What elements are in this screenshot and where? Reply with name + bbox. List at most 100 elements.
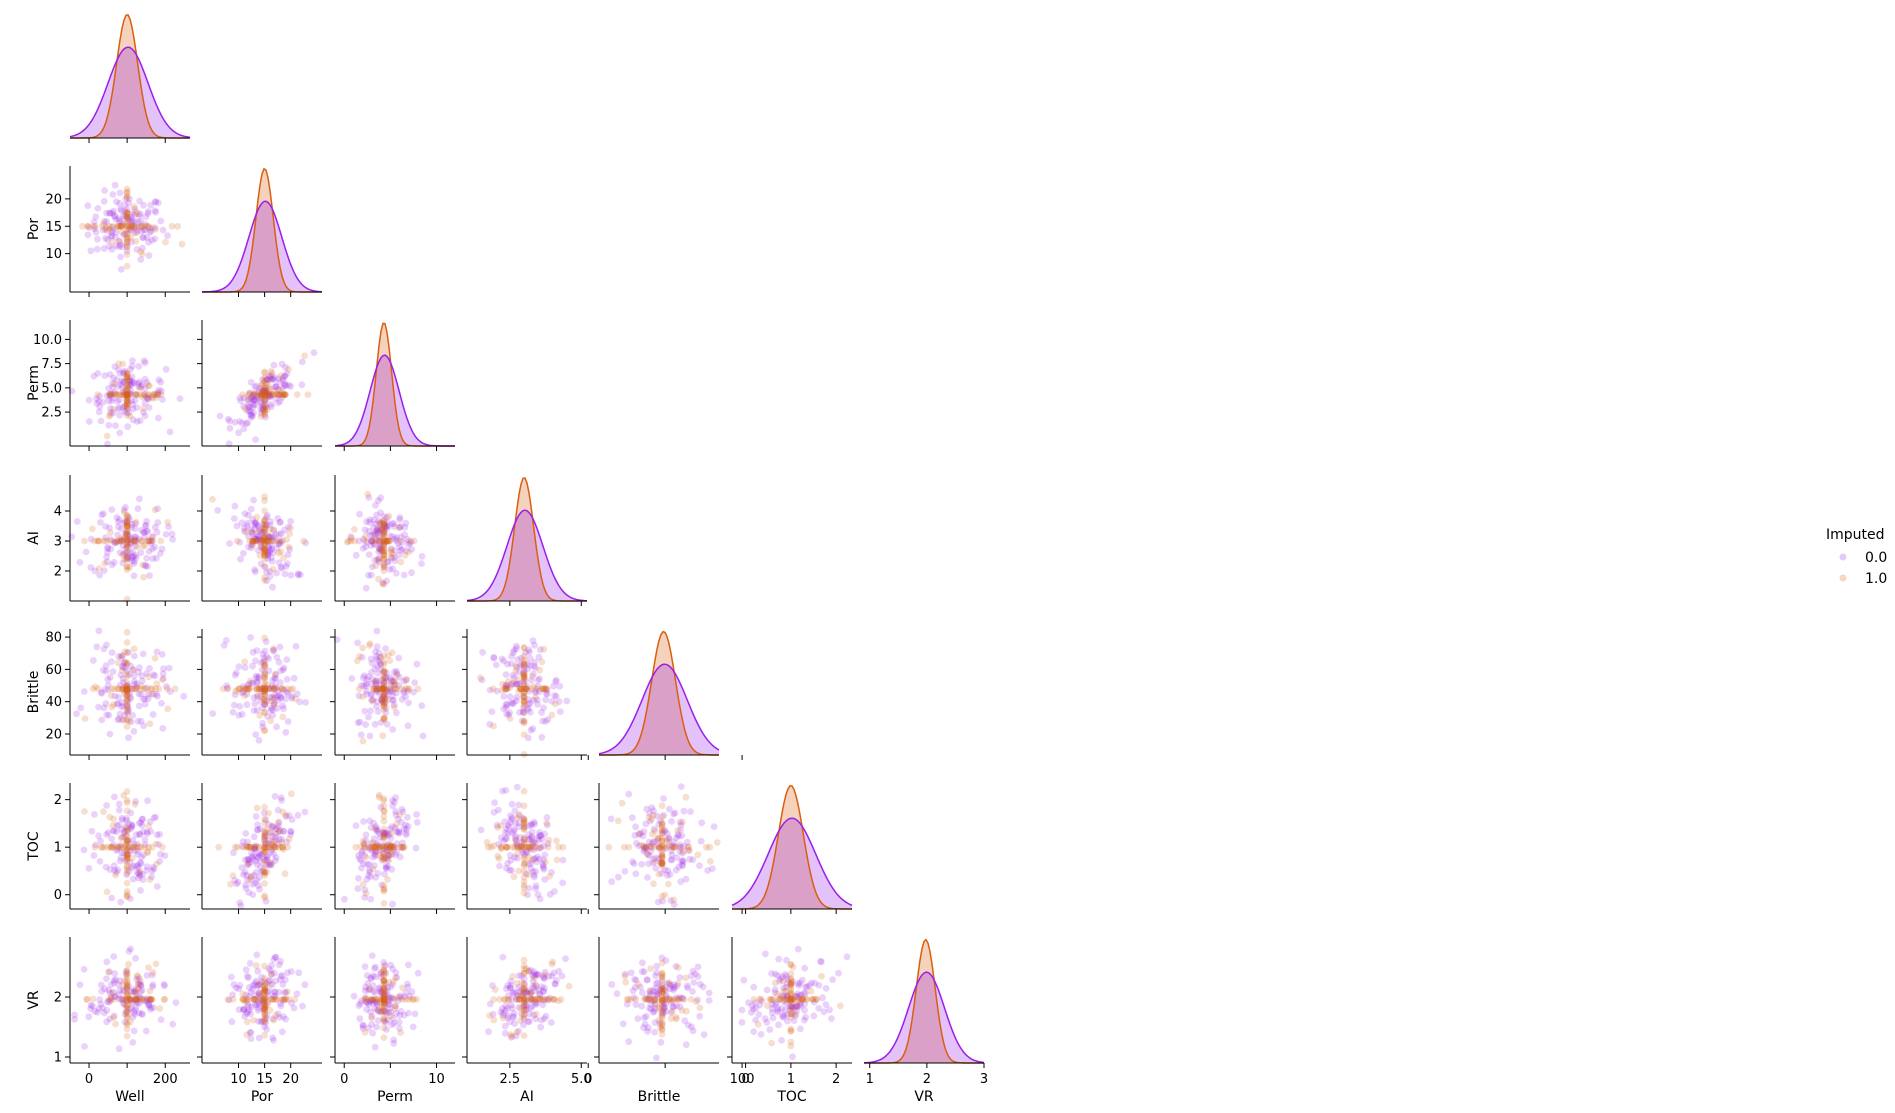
scatter-point	[374, 663, 381, 670]
scatter-point	[279, 374, 287, 382]
scatter-point	[103, 209, 110, 217]
scatter-point	[233, 537, 241, 545]
scatter-point	[73, 518, 81, 525]
scatter-point	[109, 222, 117, 230]
scatter-point	[261, 384, 268, 392]
scatter-point	[284, 969, 291, 977]
scatter-point	[102, 224, 110, 231]
scatter-point	[136, 210, 144, 218]
scatter-point	[140, 391, 148, 398]
scatter-point	[241, 510, 249, 517]
scatter-point	[142, 213, 150, 221]
legend-label-imputed: 1.0	[1865, 571, 1887, 587]
scatter-point	[120, 388, 127, 395]
scatter-point	[123, 649, 131, 657]
scatter-point	[679, 818, 686, 826]
scatter-point	[123, 879, 131, 887]
scatter-point	[145, 964, 152, 972]
scatter-point	[123, 394, 131, 402]
scatter-point	[509, 973, 516, 980]
kde-fill-original	[467, 510, 587, 601]
scatter-point	[131, 533, 139, 541]
scatter-point	[652, 988, 660, 996]
scatter-point	[106, 391, 114, 398]
scatter-point	[362, 682, 370, 690]
scatter-point	[383, 865, 390, 872]
kde-fill-imputed	[202, 168, 322, 292]
scatter-point	[644, 976, 651, 984]
scatter-point	[133, 246, 141, 253]
axes-6-6: 1 2 3VR	[864, 1062, 988, 1105]
kde-line-original	[863, 971, 985, 1064]
scatter-point	[106, 813, 114, 821]
scatter-point	[267, 400, 275, 408]
scatter-point	[123, 400, 131, 408]
scatter-point	[251, 568, 259, 576]
scatter-point	[244, 860, 252, 867]
scatter-point	[145, 395, 153, 403]
scatter-point	[131, 542, 139, 550]
scatter-point	[517, 685, 524, 693]
scatter-point	[123, 535, 131, 542]
scatter-point	[152, 394, 160, 401]
scatter-point	[154, 519, 162, 526]
scatter-point	[110, 390, 118, 397]
scatter-point	[351, 526, 358, 533]
scatter-point	[682, 974, 690, 982]
scatter-point	[370, 516, 378, 524]
scatter-point	[285, 835, 293, 843]
scatter-point	[123, 512, 131, 520]
scatter-point	[123, 387, 131, 395]
scatter-point	[123, 206, 131, 213]
scatter-point	[123, 670, 131, 678]
scatter-point	[101, 218, 108, 225]
scatter-point	[116, 370, 124, 377]
scatter-point	[106, 674, 114, 681]
scatter-point	[123, 533, 131, 541]
scatter-point	[98, 716, 106, 724]
scatter-point	[94, 537, 102, 545]
scatter-point	[787, 1027, 795, 1035]
scatter-point	[520, 956, 528, 964]
scatter-point	[130, 552, 137, 560]
scatter-point	[520, 787, 528, 795]
scatter-point	[404, 685, 412, 693]
scatter-point	[148, 996, 156, 1003]
scatter-point	[686, 847, 693, 854]
kde-line-original	[598, 663, 720, 755]
scatter-point	[247, 505, 255, 513]
scatter-point	[132, 391, 140, 399]
scatter-point	[787, 980, 795, 988]
scatter-point	[280, 391, 287, 398]
scatter-point	[276, 391, 283, 398]
scatter-point	[368, 996, 375, 1003]
scatter-point	[134, 210, 142, 218]
scatter-point	[494, 824, 501, 831]
scatter-point	[298, 358, 306, 366]
scatter-point	[137, 383, 145, 390]
scatter-point	[276, 397, 284, 405]
scatter-point	[254, 536, 262, 544]
scatter-point	[261, 709, 268, 716]
scatter-point	[124, 381, 132, 389]
scatter-point	[373, 627, 381, 635]
scatter-point	[118, 228, 126, 236]
scatter-point	[261, 815, 268, 823]
scatter-point	[134, 973, 142, 981]
scatter-point	[152, 554, 160, 562]
scatter-point	[85, 864, 93, 872]
scatter-point	[657, 1038, 665, 1046]
scatter-point	[250, 396, 257, 404]
scatter-point	[506, 852, 514, 859]
scatter-point	[404, 814, 411, 821]
scatter-point	[237, 397, 245, 405]
scatter-point	[127, 391, 134, 398]
scatter-point	[271, 685, 278, 693]
scatter-point	[768, 970, 775, 977]
scatter-point	[128, 222, 135, 230]
scatter-point	[281, 372, 289, 380]
kde-panel-well	[69, 14, 191, 139]
scatter-point	[393, 671, 401, 679]
scatter-point	[282, 563, 290, 570]
scatter-point	[372, 873, 379, 881]
